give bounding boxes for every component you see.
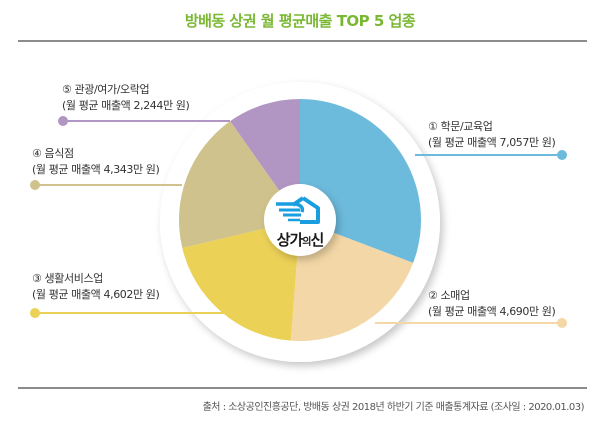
leader-dot <box>58 116 68 126</box>
leader-dot <box>30 180 40 190</box>
pie-slice <box>290 220 414 341</box>
leader-dot <box>557 318 567 328</box>
label-restaurant: ④ 음식점 (월 평균 매출액 4,343만 원) <box>32 147 160 176</box>
label-education: ① 학문/교육업 (월 평균 매출액 7,057만 원) <box>428 120 556 149</box>
label-life-service: ③ 생활서비스업 (월 평균 매출액 4,602만 원) <box>32 272 160 301</box>
label-tourism: ⑤ 관광/여가/오락업 (월 평균 매출액 2,244만 원) <box>62 83 190 112</box>
source-note: 출처 : 소상공인진흥공단, 방배동 상권 2018년 하반기 기준 매출통계자… <box>202 402 585 413</box>
leader-dot <box>557 150 567 160</box>
logo-text: 상가의신 <box>276 231 325 249</box>
leader-lines <box>30 116 567 328</box>
bottom-divider <box>18 387 587 389</box>
pie-slice <box>182 220 300 341</box>
chart-title: 방배동 상권 월 평균매출 TOP 5 업종 <box>184 12 416 30</box>
house-hand-icon <box>276 196 320 224</box>
leader-dot <box>30 308 40 318</box>
top-divider <box>18 40 587 42</box>
label-retail: ② 소매업 (월 평균 매출액 4,690만 원) <box>428 289 556 318</box>
